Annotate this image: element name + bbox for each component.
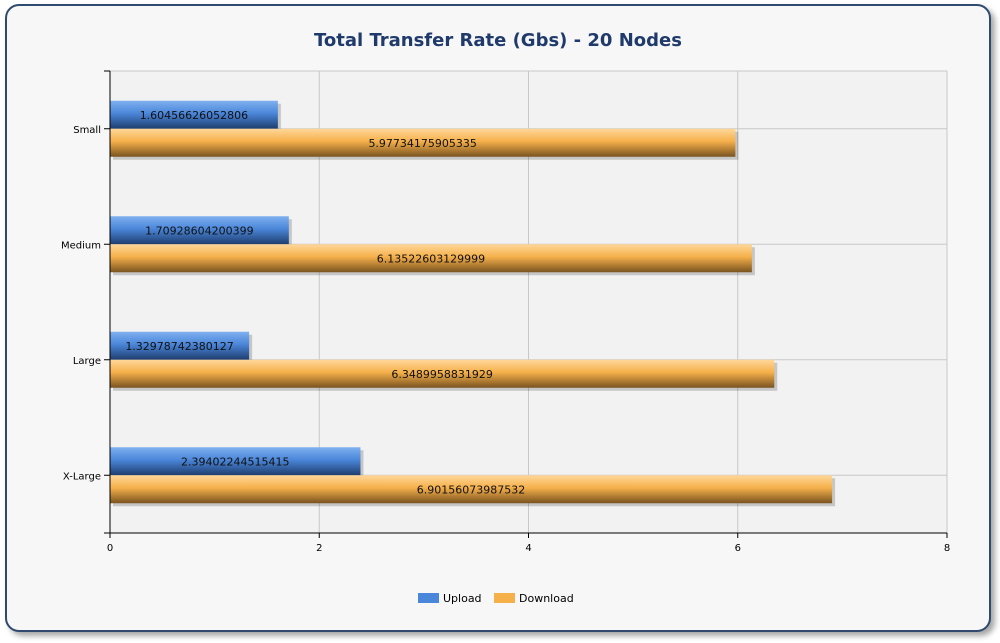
legend: Upload Download: [418, 592, 574, 605]
bar-label-download-3: 6.90156073987532: [417, 483, 525, 496]
legend-label-upload: Upload: [443, 592, 482, 605]
bar-label-upload-3: 2.39402244515415: [181, 455, 289, 468]
x-tick-label-0: 0: [107, 543, 113, 554]
bar-label-upload-0: 1.60456626052806: [140, 109, 248, 122]
category-label-1: Medium: [61, 240, 101, 251]
x-tick-label-4: 8: [944, 543, 950, 554]
axes: 0 2 4 6 8 Small Medium Large X-Large: [61, 70, 950, 554]
bar-upload-1: [110, 216, 289, 245]
bar-download-2: [110, 359, 775, 388]
bar-label-upload-1: 1.70928604200399: [145, 224, 253, 237]
bar-download-1: [110, 244, 752, 273]
bar-label-download-1: 6.13522603129999: [377, 252, 485, 265]
category-label-0: Small: [73, 125, 101, 136]
bar-label-download-2: 6.3489958831929: [391, 368, 492, 381]
bar-download-0: [110, 128, 736, 157]
bar-label-download-0: 5.97734175905335: [368, 137, 476, 150]
legend-swatch-upload: [418, 593, 439, 603]
legend-swatch-download: [494, 593, 515, 603]
bar-label-upload-2: 1.32978742380127: [125, 340, 233, 353]
bars: 1.60456626052806 5.97734175905335 1.709286…: [110, 100, 836, 507]
bar-upload-3: [110, 447, 361, 476]
category-label-2: Large: [73, 356, 101, 367]
x-tick-label-1: 2: [316, 543, 322, 554]
bar-upload-0: [110, 100, 278, 129]
bar-download-3: [110, 475, 833, 504]
x-tick-label-3: 6: [735, 543, 741, 554]
x-tick-label-2: 4: [525, 543, 531, 554]
chart-title: Total Transfer Rate (Gbs) - 20 Nodes: [314, 30, 682, 51]
legend-label-download: Download: [519, 592, 574, 605]
bar-upload-2: [110, 331, 250, 360]
category-label-3: X-Large: [63, 471, 101, 482]
